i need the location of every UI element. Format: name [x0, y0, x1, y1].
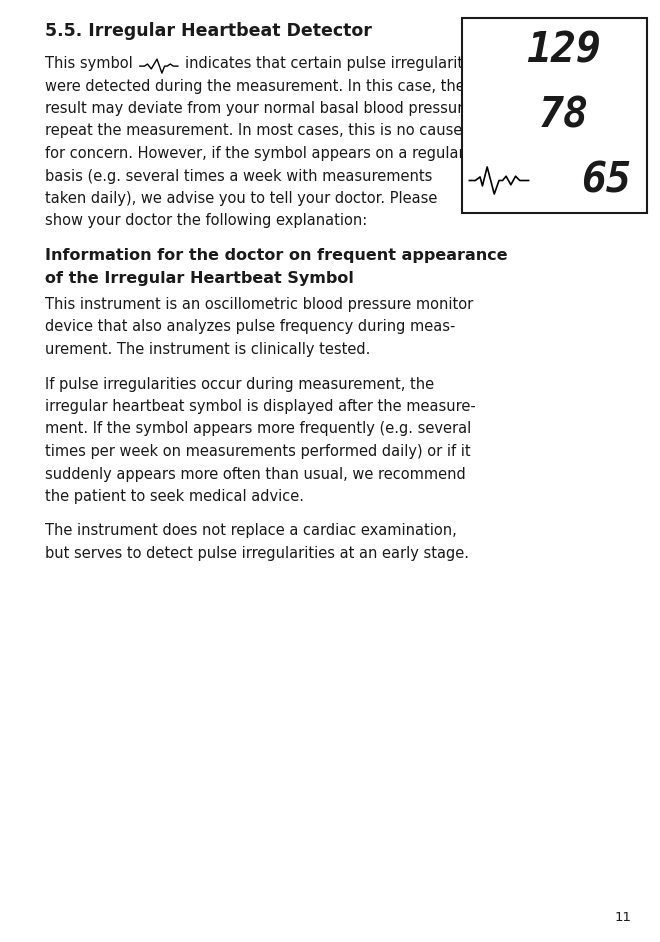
Text: This instrument is an oscillometric blood pressure monitor: This instrument is an oscillometric bloo…	[45, 297, 473, 312]
Text: were detected during the measurement. In this case, the: were detected during the measurement. In…	[45, 78, 465, 93]
Text: indicates that certain pulse irregularities: indicates that certain pulse irregularit…	[185, 56, 484, 71]
Text: 11: 11	[615, 911, 632, 924]
Text: suddenly appears more often than usual, we recommend: suddenly appears more often than usual, …	[45, 466, 466, 481]
Text: the patient to seek medical advice.: the patient to seek medical advice.	[45, 489, 304, 504]
Text: The instrument does not replace a cardiac examination,: The instrument does not replace a cardia…	[45, 524, 457, 539]
Text: irregular heartbeat symbol is displayed after the measure-: irregular heartbeat symbol is displayed …	[45, 399, 476, 414]
Text: taken daily), we advise you to tell your doctor. Please: taken daily), we advise you to tell your…	[45, 191, 438, 206]
Text: 129: 129	[526, 29, 601, 72]
Text: urement. The instrument is clinically tested.: urement. The instrument is clinically te…	[45, 342, 370, 357]
Text: of the Irregular Heartbeat Symbol: of the Irregular Heartbeat Symbol	[45, 270, 354, 285]
Text: but serves to detect pulse irregularities at an early stage.: but serves to detect pulse irregularitie…	[45, 546, 469, 561]
Text: 5.5. Irregular Heartbeat Detector: 5.5. Irregular Heartbeat Detector	[45, 22, 372, 40]
Bar	[462, 18, 647, 213]
Text: show your doctor the following explanation:: show your doctor the following explanati…	[45, 214, 367, 229]
Text: This symbol: This symbol	[45, 56, 133, 71]
Text: ment. If the symbol appears more frequently (e.g. several: ment. If the symbol appears more frequen…	[45, 421, 471, 436]
Text: for concern. However, if the symbol appears on a regular: for concern. However, if the symbol appe…	[45, 146, 465, 161]
Text: repeat the measurement. In most cases, this is no cause: repeat the measurement. In most cases, t…	[45, 123, 462, 138]
Text: 78: 78	[539, 94, 589, 137]
Text: times per week on measurements performed daily) or if it: times per week on measurements performed…	[45, 444, 471, 459]
Text: result may deviate from your normal basal blood pressure–: result may deviate from your normal basa…	[45, 101, 479, 116]
Text: basis (e.g. several times a week with measurements: basis (e.g. several times a week with me…	[45, 169, 432, 184]
Text: Information for the doctor on frequent appearance: Information for the doctor on frequent a…	[45, 248, 508, 263]
Text: If pulse irregularities occur during measurement, the: If pulse irregularities occur during mea…	[45, 377, 434, 392]
Text: 65: 65	[581, 159, 632, 202]
Text: device that also analyzes pulse frequency during meas-: device that also analyzes pulse frequenc…	[45, 319, 455, 334]
